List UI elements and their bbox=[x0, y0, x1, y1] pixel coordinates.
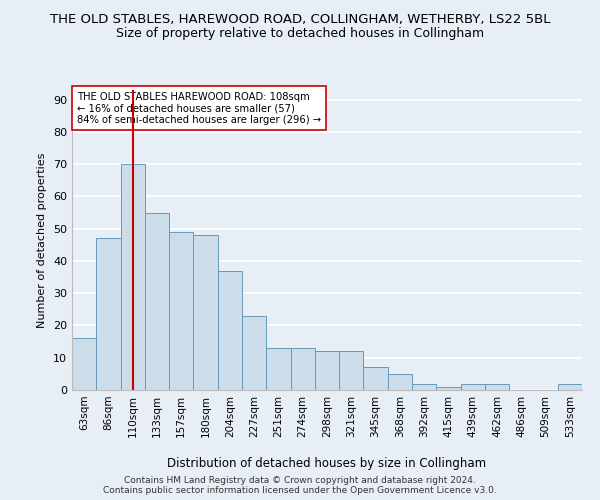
Y-axis label: Number of detached properties: Number of detached properties bbox=[37, 152, 47, 328]
Text: Size of property relative to detached houses in Collingham: Size of property relative to detached ho… bbox=[116, 28, 484, 40]
Bar bbox=[242, 316, 266, 390]
Bar bbox=[121, 164, 145, 390]
Bar bbox=[218, 270, 242, 390]
Bar bbox=[266, 348, 290, 390]
Bar bbox=[145, 212, 169, 390]
Text: THE OLD STABLES, HAREWOOD ROAD, COLLINGHAM, WETHERBY, LS22 5BL: THE OLD STABLES, HAREWOOD ROAD, COLLINGH… bbox=[50, 12, 550, 26]
Bar bbox=[96, 238, 121, 390]
Text: THE OLD STABLES HAREWOOD ROAD: 108sqm
← 16% of detached houses are smaller (57)
: THE OLD STABLES HAREWOOD ROAD: 108sqm ← … bbox=[77, 92, 321, 124]
Text: Distribution of detached houses by size in Collingham: Distribution of detached houses by size … bbox=[167, 458, 487, 470]
Bar bbox=[72, 338, 96, 390]
Bar bbox=[315, 352, 339, 390]
Bar bbox=[388, 374, 412, 390]
Bar bbox=[412, 384, 436, 390]
Bar bbox=[485, 384, 509, 390]
Bar bbox=[436, 387, 461, 390]
Bar bbox=[461, 384, 485, 390]
Bar bbox=[169, 232, 193, 390]
Bar bbox=[290, 348, 315, 390]
Text: Contains HM Land Registry data © Crown copyright and database right 2024.: Contains HM Land Registry data © Crown c… bbox=[124, 476, 476, 485]
Bar bbox=[364, 368, 388, 390]
Bar bbox=[558, 384, 582, 390]
Bar bbox=[193, 235, 218, 390]
Bar bbox=[339, 352, 364, 390]
Text: Contains public sector information licensed under the Open Government Licence v3: Contains public sector information licen… bbox=[103, 486, 497, 495]
